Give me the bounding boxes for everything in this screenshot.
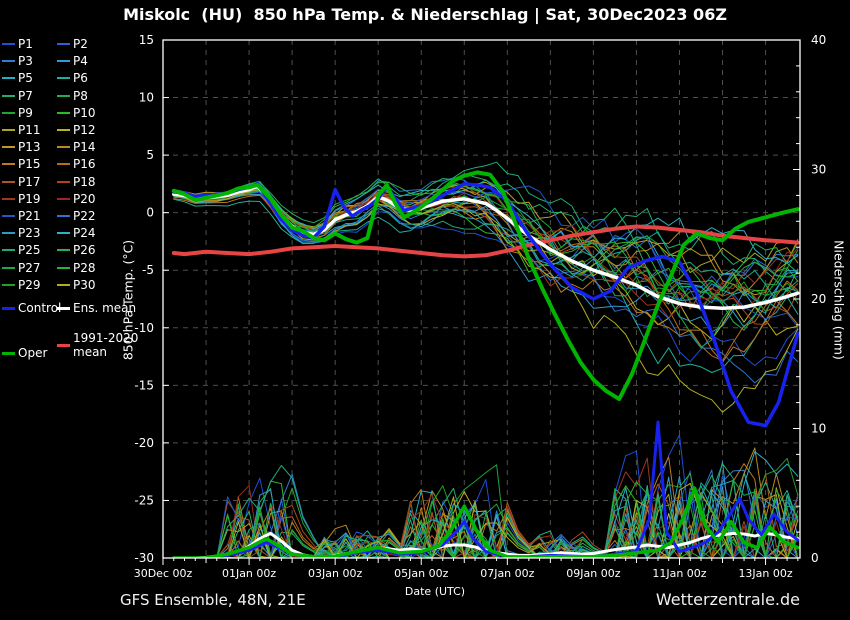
x-tick-label: 01Jan 00z	[222, 567, 276, 580]
member-line-p29-precip	[173, 457, 799, 558]
member-line-p22-precip	[173, 469, 799, 558]
member-line-p7-temp	[173, 161, 799, 292]
left-tick-label: -5	[142, 263, 154, 277]
member-line-p15-temp	[173, 194, 799, 363]
right-tick-label: 10	[811, 422, 826, 436]
left-tick-label: -25	[134, 493, 154, 507]
right-tick-label: 0	[811, 551, 819, 565]
right-axis-label: Niederschlag (mm)	[831, 240, 847, 360]
left-tick-label: 15	[139, 33, 154, 47]
member-line-p20-precip	[173, 485, 799, 558]
grid-lines	[163, 40, 800, 558]
member-line-p2-precip	[173, 475, 799, 558]
right-tick-label: 30	[811, 163, 826, 177]
member-line-p28-temp	[173, 181, 799, 292]
member-line-p17-precip	[173, 473, 799, 558]
member-line-p3-temp	[173, 193, 799, 294]
left-tick-label: -15	[134, 378, 154, 392]
footer-model-info: GFS Ensemble, 48N, 21E	[120, 591, 306, 609]
member-line-p13-precip	[173, 487, 799, 558]
right-tick-label: 40	[811, 33, 826, 47]
member-line-p12-precip	[173, 491, 799, 558]
x-tick-label: 07Jan 00z	[480, 567, 534, 580]
member-line-p1-temp	[173, 192, 799, 366]
x-tick-label: 05Jan 00z	[394, 567, 448, 580]
left-tick-label: -30	[134, 551, 154, 565]
member-line-p6-temp	[173, 198, 799, 373]
left-axis-label: 850 hPa Temp. (°C)	[120, 239, 136, 361]
left-tick-label: 10	[139, 91, 154, 105]
left-tick-label: 5	[146, 148, 154, 162]
right-tick-label: 20	[811, 292, 826, 306]
member-line-p10-precip	[173, 480, 799, 558]
member-line-p25-precip	[173, 465, 799, 558]
left-tick-label: 0	[146, 206, 154, 220]
x-tick-label: 11Jan 00z	[652, 567, 706, 580]
x-tick-label: 03Jan 00z	[308, 567, 362, 580]
climate-mean-line	[171, 224, 800, 259]
axis-tick-labels: 15 10 5 0 -5 -10 -15 -20 -25 -30 40 30 20 10 0 30Dec 00…	[134, 33, 827, 580]
x-axis-label: Date (UTC)	[404, 585, 466, 598]
left-tick-label: -10	[134, 321, 154, 335]
left-tick-label: -20	[134, 436, 154, 450]
oper-temp-line	[171, 170, 800, 402]
footer-site-name: Wetterzentrale.de	[655, 590, 800, 609]
x-tick-label: 13Jan 00z	[738, 567, 792, 580]
x-tick-label: 09Jan 00z	[566, 567, 620, 580]
member-line-p23-precip	[173, 475, 799, 558]
oper-precip-line	[172, 486, 800, 558]
axis-ticks	[162, 39, 800, 565]
chart-title: Miskolc (HU) 850 hPa Temp. & Niederschla…	[123, 5, 727, 24]
x-tick-label: 30Dec 00z	[134, 567, 193, 580]
member-line-p30-temp	[173, 188, 799, 413]
series-group	[171, 161, 800, 558]
